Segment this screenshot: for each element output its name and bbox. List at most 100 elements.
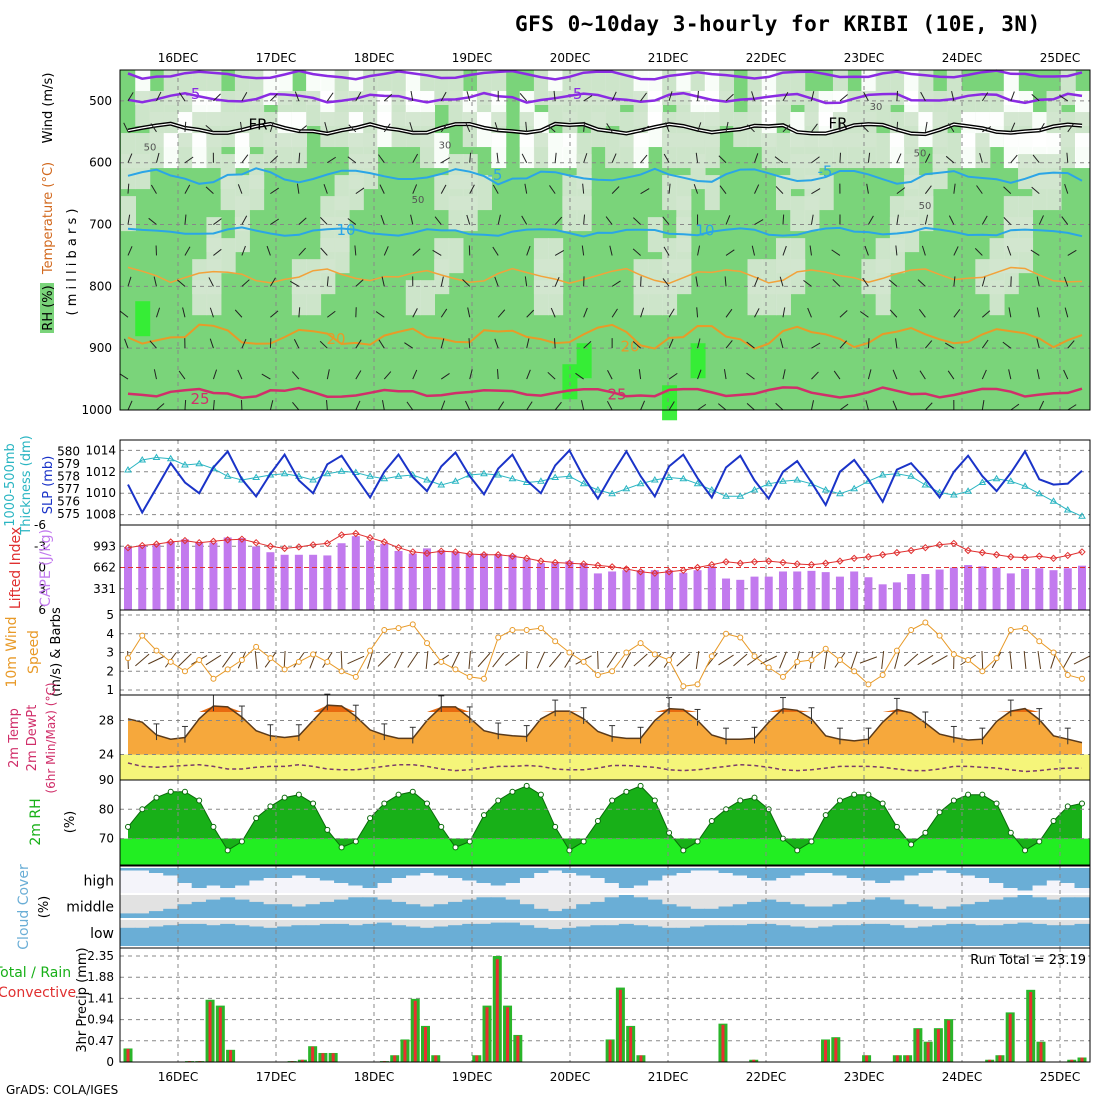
wind-barb [298,247,307,256]
rh-point [936,809,943,816]
cloud-bar [120,927,136,946]
wind-barb [209,338,214,349]
li-point [750,558,759,566]
date-label-bottom: 21DEC [648,1070,688,1084]
wind-barb [270,93,278,102]
rh-ytick: 90 [99,773,114,787]
wind-speed-point [723,630,730,637]
wind-barb [494,276,499,287]
rh-patch [277,133,293,169]
cloud-bar [248,868,264,881]
wind-barb [524,276,528,287]
li-point [451,548,460,556]
cloud-bar [718,925,734,946]
wind-barb-10m [394,651,404,669]
cape-ytick: 993 [93,539,116,553]
cloud-bar [860,923,876,946]
wind-ytick: 2 [106,664,114,678]
wind-barb [410,90,414,101]
cloud-bar [391,901,407,918]
cape-bar [138,545,147,610]
thickness-point [323,469,332,477]
contour-label: 30 [870,102,883,113]
millibars-axis-label: ( m i l l i b a r s ) [65,209,80,316]
wind-barb [918,309,926,318]
precip-ytick: 0.94 [87,1013,114,1027]
wind-barb [319,217,328,225]
isotherm-line [127,167,1083,186]
wind-speed-point [694,681,701,688]
wind-barb [832,279,841,287]
rh-patch [946,133,962,169]
wind-barb [177,279,186,287]
cape-bar [978,566,987,610]
cloud-bar [789,926,805,946]
wind-barb-10m [135,653,150,667]
wind-barb [550,307,556,318]
wind-barb-10m [633,653,648,667]
wind-barb [237,369,243,380]
rh-patch [704,133,720,169]
wind-barb [668,91,673,102]
cloud-bar [319,923,335,946]
wind-barb [178,92,186,102]
rh-patch [576,91,592,127]
wind-barb [924,153,931,163]
precip-convective-bar [752,1059,756,1062]
wind-barb [466,91,471,102]
wind-speed-point [765,664,772,671]
temperature-axis-label: Temperature (°C) [41,162,56,275]
li-point [679,566,688,575]
wind-speed-point [480,675,487,682]
wind-barb [948,123,955,133]
cloud-bar [704,908,720,918]
isotherm-line [127,323,1083,350]
wind-barb [496,369,499,380]
wind-barb [640,307,645,318]
wind-barb [379,184,385,194]
wind-barb-10m [1073,655,1091,665]
li-point [337,531,346,539]
cloud-bar [732,925,748,946]
rh-patch [761,133,777,169]
li-point [366,534,374,542]
wind-barb [810,400,815,411]
cloud-bar [989,899,1005,918]
cloud-bar [775,925,791,946]
cloud-bar [405,904,421,918]
wind-barb [951,91,955,102]
rh-patch [1046,175,1062,211]
cape-bar [807,570,816,610]
wind-barb-10m [367,651,374,669]
rh-patch [946,91,962,127]
wind-barb-10m [881,650,885,670]
cape-bar [166,541,175,610]
cloud-bar [561,927,577,946]
wind-speed-point [979,668,986,675]
cloud-bar [946,906,962,918]
li-point [594,561,602,570]
wind-barb-10m [525,650,528,670]
rh-point [181,788,188,795]
cloud-bar [846,925,862,946]
cape-bar [935,569,944,610]
wind-speed-point [495,634,502,641]
wind-barb-10m [340,650,343,670]
wind-barb [127,92,134,102]
cloud-bar [903,927,919,946]
thickness-point [451,477,460,484]
rh-patch [548,280,564,316]
precip-convective-bar [413,1000,417,1062]
cloud-bar [803,868,819,873]
wind-speed-point [993,655,1000,662]
thickness-point [736,492,745,499]
rh-patch [163,133,179,169]
thickness-point [551,473,560,480]
precip-ytick: 2.35 [87,949,114,963]
rh-patch [775,175,791,211]
cloud-bar [989,925,1005,946]
rh-frame [119,779,1091,866]
wind-barb [440,123,448,133]
wind-barb [981,276,986,287]
rh-point [865,791,872,798]
